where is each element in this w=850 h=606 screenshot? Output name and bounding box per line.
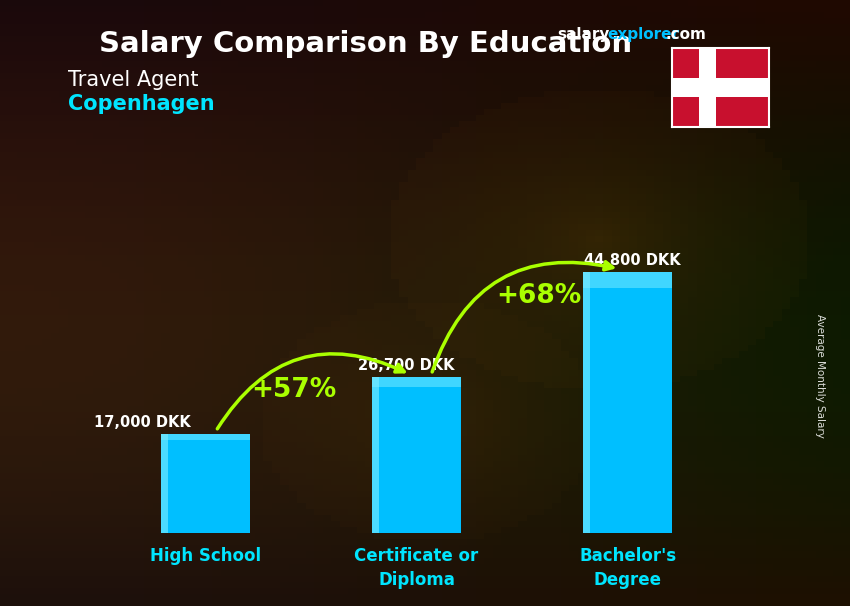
Text: 26,700 DKK: 26,700 DKK [358,358,454,373]
Text: +57%: +57% [252,378,337,404]
Bar [672,78,769,98]
Text: Salary Comparison By Education: Salary Comparison By Education [99,30,632,58]
Bar [372,378,461,533]
Text: explorer: explorer [608,27,680,42]
Text: Average Monthly Salary: Average Monthly Salary [815,314,825,438]
Bar [161,434,250,440]
Bar [583,272,672,287]
Bar [371,378,379,533]
Text: 17,000 DKK: 17,000 DKK [94,415,190,430]
Bar [583,272,672,533]
Text: 44,800 DKK: 44,800 DKK [584,253,680,268]
Bar [161,434,250,533]
Text: salary: salary [557,27,609,42]
Text: Copenhagen: Copenhagen [68,94,214,114]
Text: +68%: +68% [496,283,581,309]
Bar [161,434,167,533]
Bar [699,48,717,127]
Bar [583,272,590,533]
Bar [372,378,461,387]
Text: Travel Agent: Travel Agent [68,70,199,90]
Text: .com: .com [666,27,706,42]
